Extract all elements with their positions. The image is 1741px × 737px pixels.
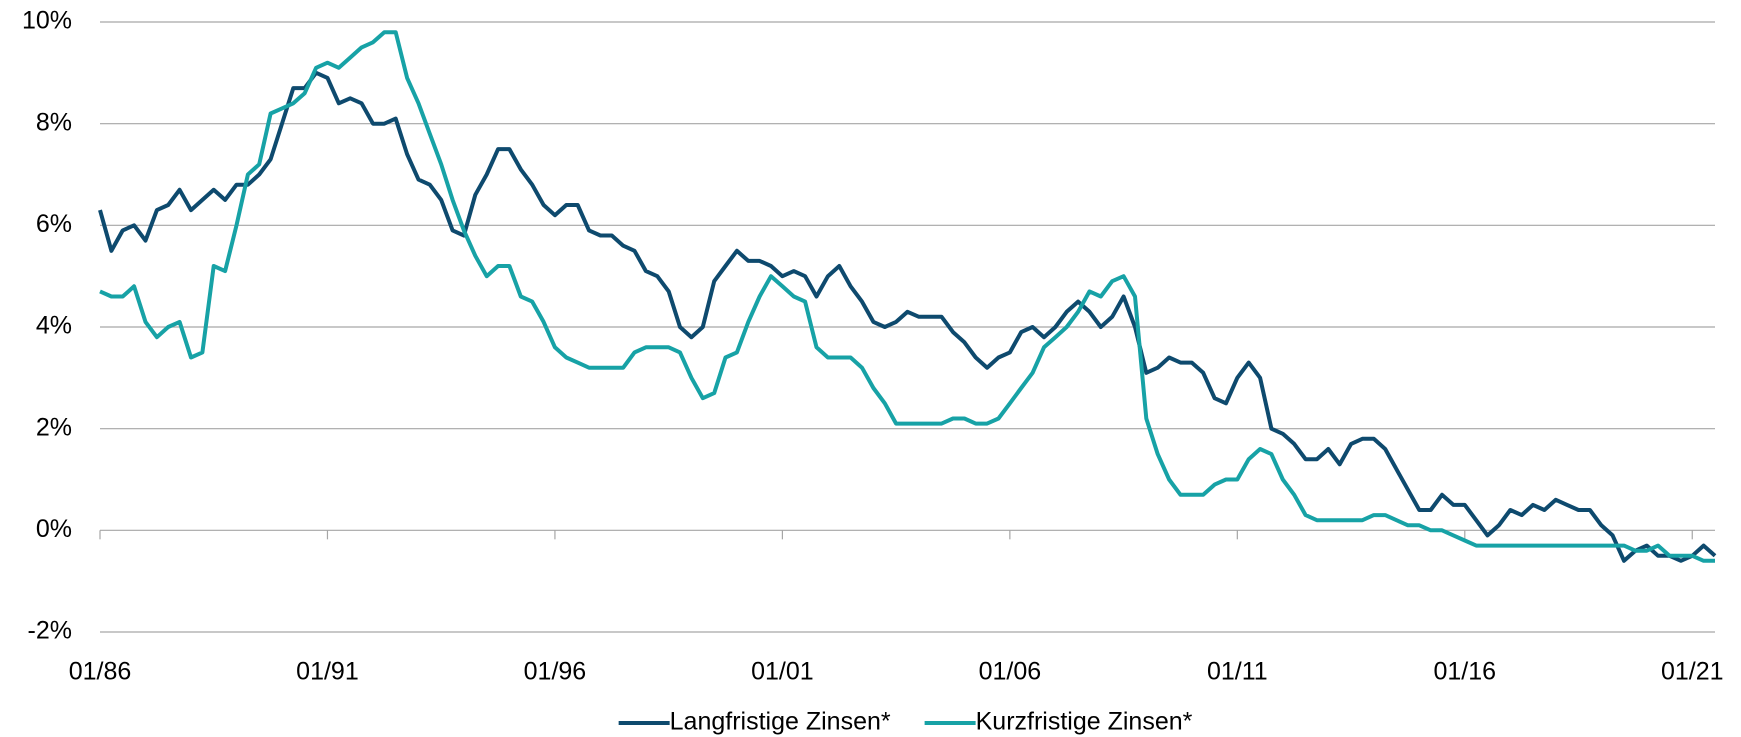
y-tick-label: 8% (36, 108, 72, 136)
y-tick-label: -2% (28, 617, 72, 645)
x-tick-label: 01/16 (1434, 658, 1497, 686)
series-line (98, 70, 1717, 563)
x-tick-label: 01/21 (1661, 658, 1724, 686)
x-tick-label: 01/01 (751, 658, 814, 686)
x-tick-label: 01/96 (524, 658, 587, 686)
x-tick-label: 01/91 (296, 658, 359, 686)
y-tick-label: 0% (36, 515, 72, 543)
y-tick-label: 2% (36, 413, 72, 441)
y-tick-label: 6% (36, 210, 72, 238)
x-tick-label: 01/86 (69, 658, 132, 686)
x-tick-label: 01/06 (979, 658, 1042, 686)
y-tick-label: 10% (22, 7, 72, 35)
y-tick-label: 4% (36, 312, 72, 340)
legend-label: Langfristige Zinsen* (670, 708, 891, 736)
x-tick-label: 01/11 (1207, 658, 1268, 686)
series-line (99, 30, 1715, 563)
legend-label: Kurzfristige Zinsen* (976, 708, 1193, 736)
